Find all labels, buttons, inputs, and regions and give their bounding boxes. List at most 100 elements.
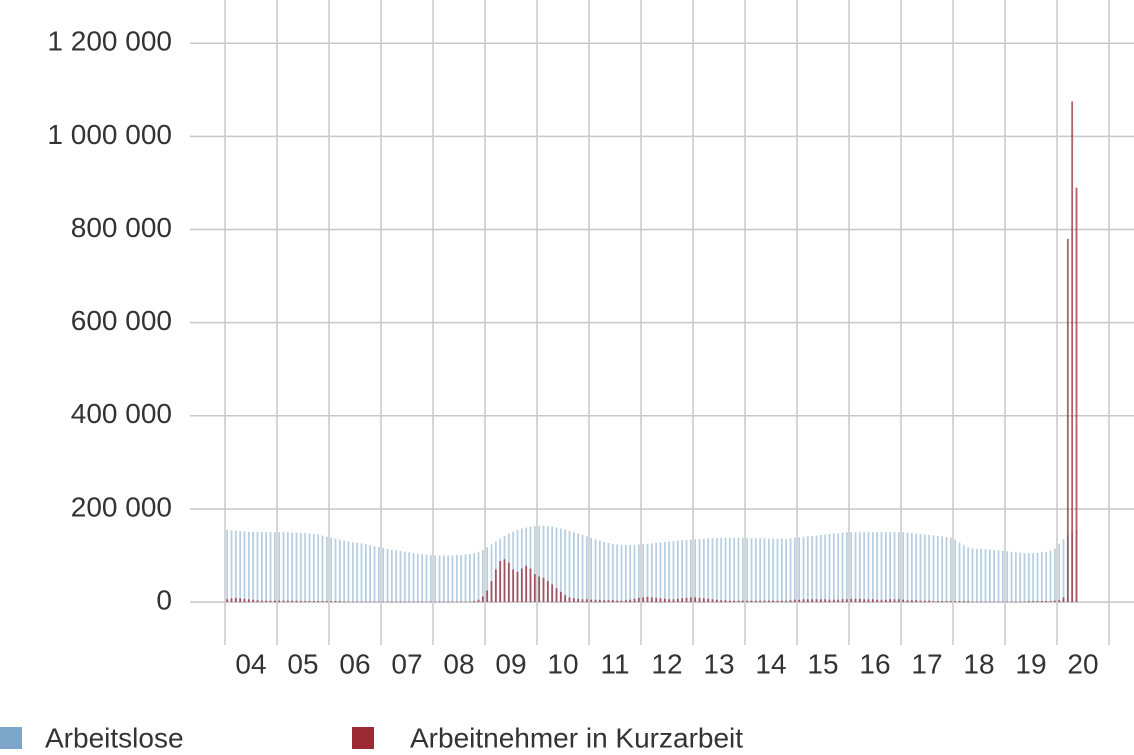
bar <box>694 539 697 603</box>
bar <box>850 598 853 603</box>
bar <box>538 576 541 603</box>
bar <box>1032 601 1035 603</box>
bar <box>772 600 775 603</box>
bar <box>763 538 766 603</box>
bar <box>1049 550 1052 603</box>
bar <box>689 539 692 603</box>
bar <box>884 532 887 603</box>
bar <box>234 597 237 603</box>
bar <box>958 542 961 603</box>
bar <box>754 600 757 603</box>
bar <box>967 601 970 603</box>
bar <box>490 544 493 603</box>
bar <box>949 601 952 603</box>
bar <box>629 599 632 603</box>
bar <box>646 596 649 603</box>
bar <box>243 598 246 603</box>
bar <box>295 600 298 603</box>
bar <box>828 534 831 603</box>
bar <box>971 548 974 603</box>
bar <box>364 544 367 603</box>
bar <box>265 600 268 603</box>
bar <box>533 526 536 603</box>
legend-label: Arbeitslose <box>45 722 184 753</box>
bar <box>945 536 948 603</box>
bar <box>910 600 913 603</box>
bar <box>412 553 415 603</box>
bar <box>603 542 606 603</box>
bar <box>954 601 957 603</box>
bar <box>299 601 302 603</box>
bar <box>239 598 242 603</box>
bar <box>416 553 419 603</box>
bar <box>577 598 580 603</box>
bar <box>889 532 892 603</box>
bar <box>685 597 688 603</box>
bar <box>741 537 744 603</box>
bar <box>802 599 805 603</box>
bar <box>512 569 515 603</box>
bar <box>291 600 294 603</box>
bar <box>603 600 606 603</box>
bar <box>477 599 480 603</box>
bar <box>247 531 250 603</box>
bar <box>715 537 718 603</box>
bar <box>1053 548 1056 603</box>
bar <box>520 528 523 603</box>
bar <box>572 532 575 603</box>
bar <box>655 597 658 603</box>
bar <box>486 547 489 603</box>
bar <box>507 562 510 603</box>
bar <box>668 599 671 603</box>
y-tick-label: 400 000 <box>71 398 172 429</box>
bar <box>1071 101 1074 603</box>
bar <box>373 546 376 603</box>
bar <box>841 599 844 603</box>
bar <box>841 532 844 603</box>
bar <box>837 599 840 603</box>
bar <box>312 534 315 603</box>
bar <box>538 525 541 603</box>
bar <box>403 551 406 603</box>
bar <box>230 598 233 603</box>
bar <box>854 598 857 603</box>
bar <box>893 599 896 603</box>
bar <box>447 555 450 603</box>
bar <box>759 538 762 603</box>
bar <box>919 534 922 603</box>
bar <box>585 536 588 603</box>
bar <box>564 529 567 603</box>
bar <box>650 543 653 603</box>
bar <box>1040 601 1043 603</box>
bar <box>269 532 272 603</box>
bar <box>330 537 333 603</box>
bar <box>967 547 970 603</box>
bar <box>1023 553 1026 603</box>
bar <box>780 538 783 603</box>
bar <box>798 599 801 603</box>
bar <box>1032 553 1035 603</box>
bar <box>256 531 259 603</box>
bar <box>572 598 575 603</box>
x-tick-label: 16 <box>859 648 890 679</box>
bar <box>581 535 584 603</box>
bar <box>737 537 740 603</box>
bar <box>434 555 437 603</box>
bar <box>321 535 324 603</box>
bar <box>707 538 710 603</box>
bar <box>334 538 337 603</box>
x-tick-label: 18 <box>963 648 994 679</box>
bar <box>828 599 831 603</box>
x-tick-label: 14 <box>755 648 786 679</box>
bar <box>819 599 822 603</box>
bar <box>776 538 779 603</box>
bar <box>546 526 549 603</box>
x-tick-label: 04 <box>235 648 266 679</box>
bar <box>555 588 558 603</box>
bar <box>698 597 701 603</box>
bar <box>481 549 484 603</box>
bar <box>239 531 242 603</box>
bar <box>949 537 952 603</box>
bar <box>954 539 957 603</box>
bar <box>577 533 580 603</box>
